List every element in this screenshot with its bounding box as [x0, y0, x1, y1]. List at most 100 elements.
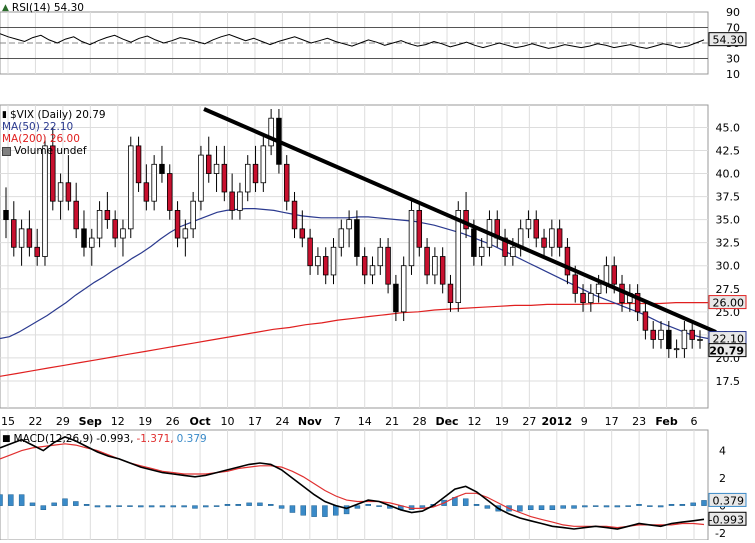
candle-body — [18, 228, 25, 248]
candle-body — [291, 200, 298, 230]
legend-item-vix: ▮ $VIX (Daily) 20.79 — [2, 109, 106, 121]
x-tick-label: 22 — [28, 415, 42, 428]
candle-body — [34, 246, 40, 257]
candle-body — [432, 256, 438, 276]
candle-body — [50, 145, 56, 202]
legend-label-ma200: MA(200) 26.00 — [2, 133, 80, 145]
macd-histogram-bar — [148, 505, 155, 508]
candle-body — [89, 237, 95, 248]
candle-body — [151, 163, 157, 202]
x-tick-label: 9 — [581, 415, 588, 428]
macd-histogram-bar — [538, 505, 545, 510]
candle-body — [26, 228, 33, 248]
macd-histogram-bar — [40, 505, 47, 510]
candle-body — [3, 210, 9, 221]
macd-histogram-bar — [473, 504, 480, 506]
price-value-tag-label: 22.10 — [713, 333, 745, 346]
x-tick-label: 12 — [467, 415, 481, 428]
ma50-line — [0, 208, 709, 340]
macd-value-tag-label: 0.379 — [713, 494, 745, 507]
macd-signal-line — [0, 443, 705, 529]
x-tick-label: 21 — [385, 415, 399, 428]
candle-body — [42, 145, 48, 257]
macd-histogram-bar — [62, 498, 68, 506]
candle-body — [268, 117, 274, 147]
macd-histogram-bar — [8, 494, 14, 506]
macd-histogram-bar — [203, 505, 209, 508]
macd-histogram-bar — [517, 505, 523, 512]
candle-body — [377, 246, 384, 267]
macd-histogram-bar — [268, 504, 274, 506]
macd-histogram-bar — [571, 505, 577, 509]
macd-histogram-bar — [462, 498, 469, 506]
candle-body — [237, 191, 243, 211]
candle-body — [642, 311, 649, 331]
macd-histogram-bar — [116, 505, 122, 507]
price-legend: ▮ $VIX (Daily) 20.79 MA(50) 22.10 MA(200… — [2, 109, 106, 157]
candle-body — [595, 283, 602, 294]
x-tick-label: 19 — [138, 415, 152, 428]
rsi-title: RSI(14) 54.30 — [11, 2, 84, 14]
candle-body — [697, 339, 703, 341]
macd-histogram-bar — [127, 505, 133, 507]
candle-body — [244, 163, 251, 193]
macd-histogram-bar — [647, 505, 653, 507]
x-tick-label: 26 — [166, 415, 180, 428]
candle-body — [315, 256, 321, 267]
x-tick-label: 7 — [334, 415, 341, 428]
macd-value-tag — [708, 492, 747, 507]
macd-histogram-bar — [170, 505, 177, 508]
candle-body — [634, 292, 641, 313]
candle-body — [299, 228, 306, 239]
macd-histogram-bar — [94, 505, 101, 508]
rsi-value-tag-label: 54.30 — [713, 34, 745, 47]
candle-body — [447, 283, 454, 303]
macd-value-tag-label: -0.993 — [709, 513, 744, 526]
candle-body — [681, 329, 688, 350]
candle-body — [120, 228, 126, 239]
macd-histogram-bar — [159, 505, 166, 508]
candle-body — [400, 265, 407, 313]
macd-histogram-bar — [549, 505, 556, 510]
x-tick-label: 19 — [495, 415, 509, 428]
price-y-tick-label: 42.5 — [716, 144, 741, 157]
x-tick-label: Sep — [79, 415, 102, 428]
legend-label-vix: $VIX (Daily) 20.79 — [9, 109, 106, 121]
price-value-tag-label: 26.00 — [713, 297, 745, 310]
macd-histogram-bar — [614, 505, 621, 508]
candle-legend-icon: ▮ — [2, 110, 7, 120]
x-tick-label: 2012 — [541, 415, 572, 428]
candle-body — [580, 292, 586, 303]
macd-histogram-bar — [484, 505, 491, 509]
x-tick-label: Oct — [190, 415, 211, 428]
macd-histogram-bar — [73, 501, 79, 506]
candle-body — [463, 210, 469, 230]
candle-body — [198, 154, 204, 202]
macd-histogram-bar — [333, 505, 339, 516]
macd-histogram-bar — [311, 505, 317, 517]
price-value-tag — [708, 343, 747, 358]
candle-body — [471, 228, 477, 257]
macd-title-hist: 0.379 — [176, 433, 207, 445]
candle-body — [650, 329, 656, 340]
candle-body — [424, 246, 430, 276]
candle-body — [11, 219, 17, 248]
candle-body — [439, 256, 446, 285]
macd-histogram-bar — [192, 505, 198, 509]
ma200-line — [0, 302, 708, 377]
macd-histogram-bar — [679, 504, 686, 506]
candle-body — [541, 237, 547, 248]
resistance-trendline — [203, 107, 717, 334]
candle-body — [143, 182, 150, 202]
x-tick-label: 14 — [358, 415, 372, 428]
candle-body — [167, 173, 173, 211]
candle-body — [525, 219, 532, 230]
candle-body — [221, 163, 228, 193]
candle-body — [283, 163, 290, 202]
candle-body — [572, 274, 578, 294]
macd-histogram-bar — [582, 505, 588, 508]
candle-body — [588, 292, 594, 303]
macd-title-value: -0.993, — [96, 433, 134, 445]
candle-body — [260, 145, 267, 184]
